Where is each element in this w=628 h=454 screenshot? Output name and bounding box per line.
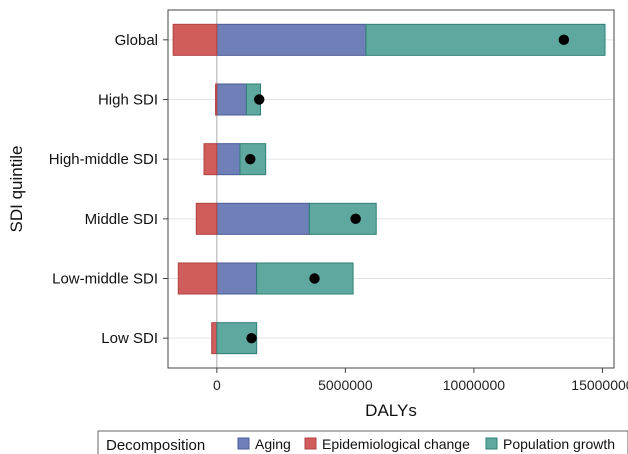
category-label-low-middle-sdi: Low-middle SDI — [52, 271, 158, 288]
bar-low-sdi-epidemiological-change — [211, 322, 218, 355]
bar-global-population-growth — [365, 23, 606, 56]
legend-label-population-growth: Population growth — [503, 436, 615, 452]
x-tick-label-2: 10000000 — [443, 377, 506, 393]
category-label-high-sdi: High SDI — [98, 92, 158, 109]
x-tick-label-0: 0 — [213, 377, 221, 393]
bar-middle-sdi-aging — [216, 202, 310, 235]
category-label-global: Global — [115, 32, 158, 49]
point-global — [558, 34, 570, 46]
category-label-high-middle-sdi: High-middle SDI — [49, 151, 158, 168]
bars-layer — [172, 23, 606, 355]
x-tick-label-3: 15000000 — [571, 377, 628, 393]
legend-title: Decomposition — [106, 437, 205, 454]
bar-global-epidemiological-change — [172, 23, 218, 56]
category-label-low-sdi: Low SDI — [101, 330, 158, 347]
x-axis-title: DALYs — [365, 401, 417, 420]
points-layer — [245, 34, 570, 344]
bar-low-middle-sdi-epidemiological-change — [177, 262, 218, 295]
bar-low-middle-sdi-population-growth — [256, 262, 354, 295]
axis-layer: Global High SDI High-middle SDI Middle SDI L… — [49, 9, 628, 393]
bar-high-sdi-aging — [216, 83, 247, 116]
bar-global-aging — [216, 23, 367, 56]
legend-label-epidemiological-change: Epidemiological change — [322, 436, 470, 452]
point-high-middle-sdi — [245, 153, 256, 165]
point-high-sdi — [254, 94, 265, 105]
x-tick-label-1: 5000000 — [318, 377, 373, 393]
bar-middle-sdi-epidemiological-change — [195, 202, 218, 235]
grid-layer — [168, 10, 614, 368]
y-axis-title: SDI quintile — [7, 146, 26, 233]
bar-high-middle-sdi-aging — [216, 143, 241, 176]
point-middle-sdi — [350, 213, 361, 225]
point-low-sdi — [246, 332, 257, 344]
bar-middle-sdi-population-growth — [308, 202, 377, 235]
legend-label-aging: Aging — [255, 436, 291, 452]
legend-swatch-population-growth — [485, 437, 498, 450]
bar-high-middle-sdi-epidemiological-change — [203, 143, 218, 176]
legend: Decomposition Aging Epidemiological chang… — [97, 430, 628, 454]
plot-frame — [167, 9, 615, 369]
category-label-middle-sdi: Middle SDI — [85, 211, 158, 228]
legend-swatch-epidemiological-change — [304, 437, 317, 450]
bar-high-sdi-epidemiological-change — [215, 83, 218, 116]
legend-swatch-aging — [237, 437, 250, 450]
point-low-middle-sdi — [309, 273, 320, 284]
bar-low-middle-sdi-aging — [216, 262, 258, 295]
